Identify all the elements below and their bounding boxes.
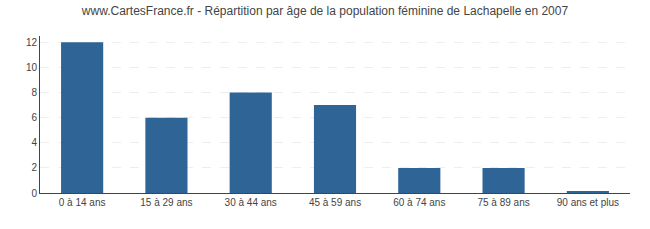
- svg-text:2: 2: [31, 162, 37, 173]
- svg-text:12: 12: [26, 37, 38, 48]
- svg-text:75 à 89 ans: 75 à 89 ans: [477, 197, 529, 208]
- svg-text:10: 10: [26, 62, 38, 73]
- svg-text:4: 4: [31, 137, 37, 148]
- svg-text:45 à 59 ans: 45 à 59 ans: [309, 197, 361, 208]
- svg-text:15 à 29 ans: 15 à 29 ans: [140, 197, 192, 208]
- svg-text:90 ans et plus: 90 ans et plus: [557, 197, 619, 208]
- svg-text:30 à 44 ans: 30 à 44 ans: [225, 197, 277, 208]
- svg-text:0 à 14 ans: 0 à 14 ans: [59, 197, 106, 208]
- svg-text:8: 8: [31, 87, 37, 98]
- svg-text:6: 6: [31, 112, 37, 123]
- svg-text:0: 0: [31, 188, 37, 199]
- svg-text:www.CartesFrance.fr - Répartit: www.CartesFrance.fr - Répartition par âg…: [81, 4, 569, 18]
- svg-text:60 à 74 ans: 60 à 74 ans: [393, 197, 445, 208]
